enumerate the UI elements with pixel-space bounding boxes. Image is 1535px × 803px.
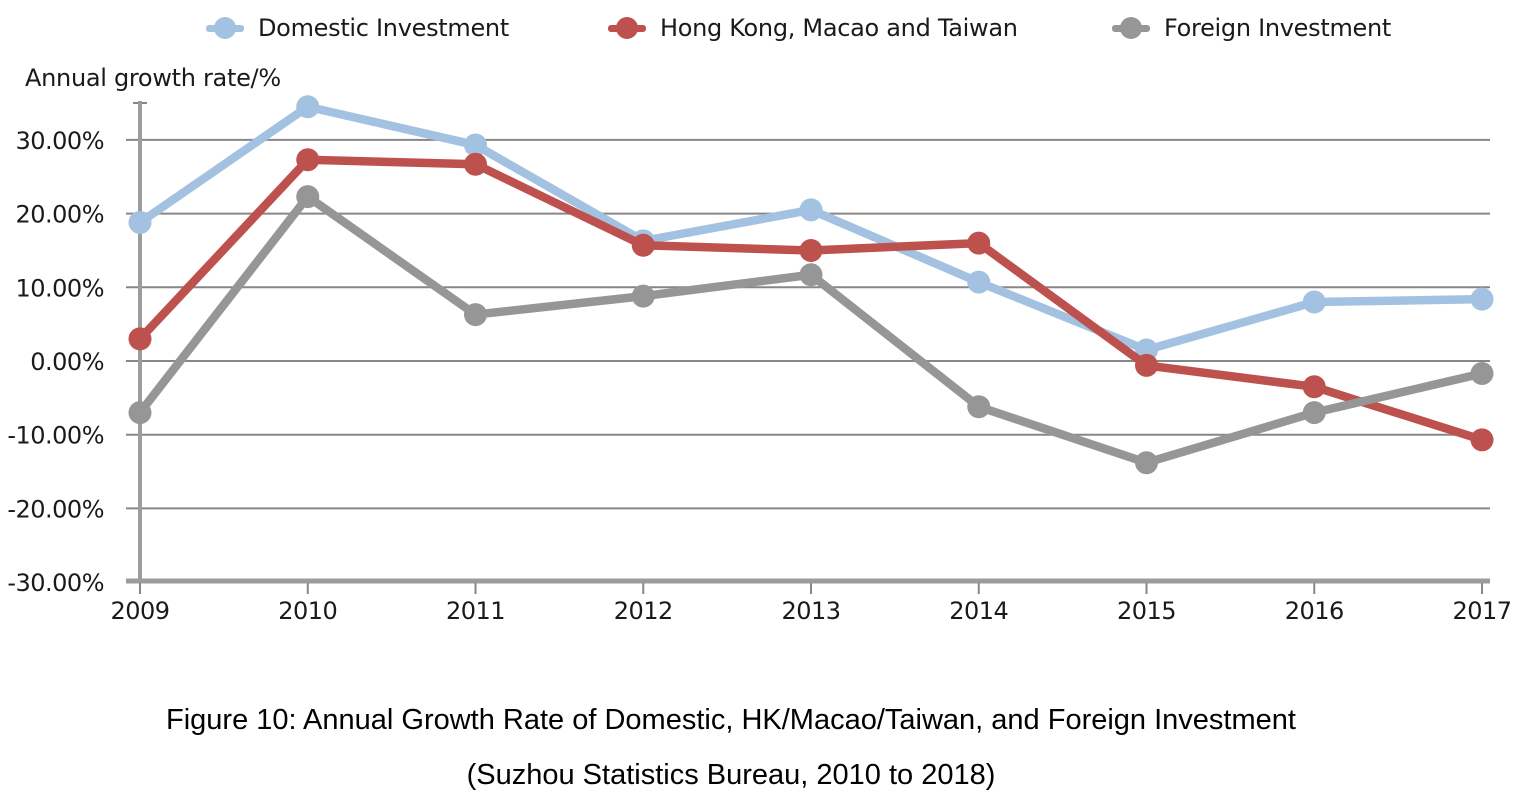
data-point-hk-macao-taiwan-2014 xyxy=(967,231,991,255)
y-axis-title: Annual growth rate/% xyxy=(25,64,281,92)
y-axis-tick-label: -10.00% xyxy=(7,422,104,450)
x-axis-tick-label: 2015 xyxy=(1117,597,1176,625)
x-axis-tick-label: 2012 xyxy=(614,597,673,625)
legend-dot-icon xyxy=(1120,17,1142,39)
data-point-hk-macao-taiwan-2011 xyxy=(464,152,487,176)
data-point-domestic-investment-2016 xyxy=(1302,290,1326,314)
data-point-domestic-investment-2009 xyxy=(128,210,152,234)
circle-marker-icon xyxy=(1112,16,1150,40)
legend-label: Domestic Investment xyxy=(258,14,509,42)
data-point-foreign-investment-2014 xyxy=(967,395,991,419)
data-point-foreign-investment-2013 xyxy=(799,263,823,287)
circle-marker-icon xyxy=(206,16,244,40)
data-point-domestic-investment-2013 xyxy=(799,198,823,222)
y-axis-tick-label: 30.00% xyxy=(15,127,104,155)
y-axis-tick-label: 0.00% xyxy=(30,348,104,376)
series-line-foreign-investment xyxy=(135,192,1487,467)
data-point-foreign-investment-2009 xyxy=(128,401,152,425)
data-point-foreign-investment-2012 xyxy=(631,284,655,308)
x-axis-tick-label: 2010 xyxy=(278,597,337,625)
x-axis-tick-label: 2009 xyxy=(110,597,169,625)
y-axis-tick-label: 20.00% xyxy=(15,201,104,229)
data-point-hk-macao-taiwan-2013 xyxy=(799,238,823,262)
data-point-foreign-investment-2010 xyxy=(296,185,320,209)
data-point-foreign-investment-2011 xyxy=(464,303,487,327)
data-point-domestic-investment-2014 xyxy=(967,270,991,294)
legend-item-hk-macao-taiwan: Hong Kong, Macao and Taiwan xyxy=(608,12,1018,44)
x-axis-tick-label: 2016 xyxy=(1285,597,1344,625)
x-axis-tick-label: 2011 xyxy=(446,597,505,625)
x-axis-tick-label: 2013 xyxy=(781,597,840,625)
caption-line-1: Figure 10: Annual Growth Rate of Domesti… xyxy=(166,704,1296,736)
x-axis-tick-label: 2017 xyxy=(1452,597,1511,625)
legend-item-foreign-investment: Foreign Investment xyxy=(1112,12,1391,44)
y-axis-tick-label: -20.00% xyxy=(7,495,104,523)
data-point-domestic-investment-2010 xyxy=(296,95,320,119)
data-point-domestic-investment-2017 xyxy=(1470,287,1494,311)
y-axis-tick-label: 10.00% xyxy=(15,274,104,302)
x-axis-tick-label: 2014 xyxy=(949,597,1008,625)
data-point-hk-macao-taiwan-2012 xyxy=(631,233,655,257)
legend-dot-icon xyxy=(214,17,236,39)
data-point-hk-macao-taiwan-2017 xyxy=(1470,428,1494,452)
data-point-foreign-investment-2015 xyxy=(1135,451,1158,475)
legend-item-domestic-investment: Domestic Investment xyxy=(206,12,509,44)
caption-line-2: (Suzhou Statistics Bureau, 2010 to 2018) xyxy=(466,759,996,791)
legend-dot-icon xyxy=(616,17,638,39)
y-axis-tick-label: -30.00% xyxy=(7,569,104,597)
growth-rate-line-chart: Annual growth rate/% 30.00% 20.00% 10.00% 0.… xyxy=(7,64,1512,625)
series-line-domestic-investment xyxy=(135,102,1487,355)
circle-marker-icon xyxy=(608,16,646,40)
legend-label: Foreign Investment xyxy=(1164,14,1392,42)
legend-label: Hong Kong, Macao and Taiwan xyxy=(660,14,1018,42)
data-point-hk-macao-taiwan-2016 xyxy=(1302,375,1326,399)
data-point-foreign-investment-2017 xyxy=(1470,362,1494,386)
data-point-hk-macao-taiwan-2009 xyxy=(128,327,152,351)
figure-caption: Figure 10: Annual Growth Rate of Domesti… xyxy=(0,693,1462,803)
data-point-hk-macao-taiwan-2015 xyxy=(1135,353,1158,377)
data-point-foreign-investment-2016 xyxy=(1302,401,1326,425)
data-point-domestic-investment-2011 xyxy=(464,133,487,157)
data-point-hk-macao-taiwan-2010 xyxy=(296,148,320,172)
